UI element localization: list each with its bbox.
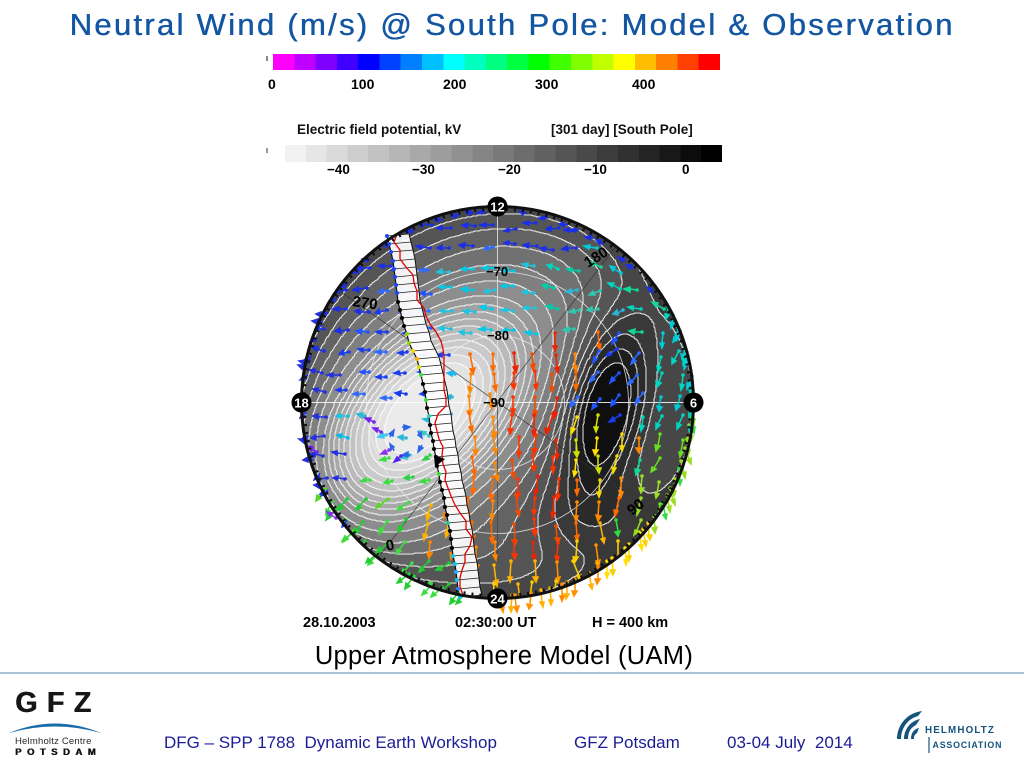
svg-text:24: 24 (490, 592, 505, 607)
svg-text:0: 0 (384, 537, 396, 555)
svg-text:12: 12 (490, 200, 504, 215)
svg-text:HELMHOLTZ: HELMHOLTZ (925, 725, 995, 736)
svg-text:6: 6 (690, 396, 697, 411)
svg-text:−70: −70 (486, 264, 508, 279)
svg-text:270: 270 (351, 293, 378, 313)
svg-text:90: 90 (624, 495, 648, 519)
svg-text:ASSOCIATION: ASSOCIATION (933, 740, 1003, 750)
svg-text:−90: −90 (483, 395, 505, 410)
svg-text:18: 18 (294, 396, 308, 411)
svg-text:−80: −80 (487, 328, 509, 343)
